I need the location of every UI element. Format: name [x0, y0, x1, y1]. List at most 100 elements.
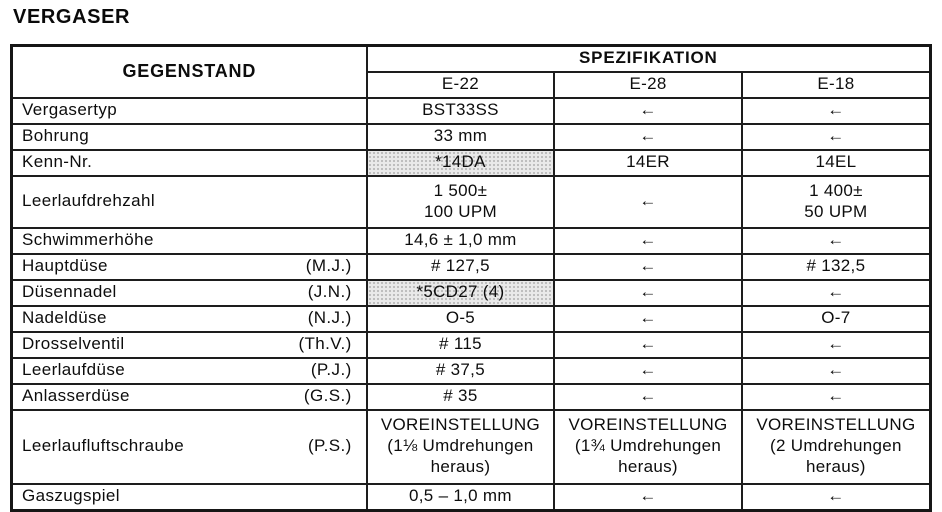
- spec-value: # 127,5: [365, 252, 556, 281]
- item-wrap: Hauptdüse (M.J.): [13, 255, 366, 279]
- same-as-left-arrow: ←: [553, 226, 743, 255]
- item-wrap: Drosselventil (Th.V.): [13, 333, 366, 357]
- item-wrap: Schwimmerhöhe: [13, 229, 366, 253]
- spec-value: 0,5 – 1,0 mm: [365, 482, 556, 511]
- item-wrap: Kenn-Nr.: [13, 151, 366, 175]
- same-as-left-arrow: ←: [553, 304, 743, 333]
- item-wrap: Leerlaufdüse (P.J.): [13, 359, 366, 383]
- item-cell: Bohrung: [10, 122, 368, 151]
- spec-value: 14,6 ± 1,0 mm: [365, 226, 556, 255]
- spec-value: 33 mm: [365, 122, 556, 151]
- item-cell: Hauptdüse (M.J.): [10, 252, 368, 281]
- table-row: Düsennadel (J.N.) *5CD27 (4) ← ←: [10, 278, 932, 307]
- spec-value: 1 500± 100 UPM: [365, 174, 556, 229]
- column-header-e18: E-18: [740, 70, 932, 99]
- spec-value: O-5: [365, 304, 556, 333]
- item-label: Kenn-Nr.: [22, 152, 93, 172]
- item-abbreviation: (M.J.): [305, 256, 352, 276]
- item-abbreviation: (G.S.): [303, 386, 352, 406]
- table-row: Leerlaufdüse (P.J.) # 37,5 ← ←: [10, 356, 932, 385]
- item-label: Anlasserdüse: [22, 386, 130, 406]
- spec-value: # 37,5: [365, 356, 556, 385]
- table-row: Bohrung 33 mm ← ←: [10, 122, 932, 151]
- spec-value: VOREINSTELLUNG (1¾ Umdrehungen heraus): [553, 408, 743, 485]
- item-cell: Kenn-Nr.: [10, 148, 368, 177]
- same-as-left-arrow: ←: [553, 122, 743, 151]
- spec-value: VOREINSTELLUNG (1⅛ Umdrehungen heraus): [365, 408, 556, 485]
- same-as-left-arrow: ←: [553, 482, 743, 511]
- spec-value: BST33SS: [365, 96, 556, 125]
- same-as-left-arrow: ←: [553, 96, 743, 125]
- item-wrap: Anlasserdüse (G.S.): [13, 385, 366, 409]
- item-cell: Gaszugspiel: [10, 482, 368, 511]
- table-row: Kenn-Nr. *14DA 14ER 14EL: [10, 148, 932, 177]
- item-wrap: Leerlaufluftschraube (P.S.): [13, 435, 366, 459]
- item-cell: Leerlaufdüse (P.J.): [10, 356, 368, 385]
- item-label: Gaszugspiel: [22, 486, 120, 506]
- item-abbreviation: (Th.V.): [298, 334, 352, 354]
- table-row: Hauptdüse (M.J.) # 127,5 ← # 132,5: [10, 252, 932, 281]
- item-cell: Drosselventil (Th.V.): [10, 330, 368, 359]
- table-row: Leerlaufluftschraube (P.S.) VOREINSTELLUNG…: [10, 408, 932, 485]
- item-label: Schwimmerhöhe: [22, 230, 154, 250]
- item-wrap: Leerlaufdrehzahl: [13, 190, 366, 214]
- spec-value: *14DA: [365, 148, 556, 177]
- same-as-left-arrow: ←: [553, 330, 743, 359]
- item-cell: Vergasertyp: [10, 96, 368, 125]
- spec-value: O-7: [740, 304, 932, 333]
- item-label: Drosselventil: [22, 334, 125, 354]
- item-cell: Leerlaufdrehzahl: [10, 174, 368, 229]
- spec-value: 14EL: [740, 148, 932, 177]
- item-wrap: Bohrung: [13, 125, 366, 149]
- item-label: Leerlaufdrehzahl: [22, 191, 156, 211]
- page-title: VERGASER: [13, 6, 131, 28]
- same-as-left-arrow: ←: [740, 278, 932, 307]
- table-header: GEGENSTAND SPEZIFIKATION E-22 E-28 E-18: [10, 44, 932, 99]
- item-abbreviation: (N.J.): [307, 308, 352, 328]
- item-cell: Düsennadel (J.N.): [10, 278, 368, 307]
- same-as-left-arrow: ←: [553, 252, 743, 281]
- spec-value: *5CD27 (4): [365, 278, 556, 307]
- table-row: Nadeldüse (N.J.) O-5 ← O-7: [10, 304, 932, 333]
- item-wrap: Düsennadel (J.N.): [13, 281, 366, 305]
- same-as-left-arrow: ←: [553, 356, 743, 385]
- spec-value: # 35: [365, 382, 556, 411]
- same-as-left-arrow: ←: [740, 122, 932, 151]
- item-label: Leerlaufdüse: [22, 360, 126, 380]
- header-row-models: E-22 E-28 E-18: [12, 70, 932, 99]
- item-label: Hauptdüse: [22, 256, 108, 276]
- table-row: Gaszugspiel 0,5 – 1,0 mm ← ←: [10, 482, 932, 511]
- same-as-left-arrow: ←: [740, 96, 932, 125]
- table-body: Vergasertyp BST33SS ← ← Bohrung 33 mm ← ← Kenn-N…: [10, 96, 932, 511]
- item-label: Nadeldüse: [22, 308, 107, 328]
- same-as-left-arrow: ←: [553, 382, 743, 411]
- same-as-left-arrow: ←: [740, 356, 932, 385]
- same-as-left-arrow: ←: [740, 482, 932, 511]
- item-cell: Leerlaufluftschraube (P.S.): [10, 408, 368, 485]
- same-as-left-arrow: ←: [553, 278, 743, 307]
- header-row-top: GEGENSTAND SPEZIFIKATION: [10, 44, 932, 99]
- column-header-spezifikation: SPEZIFIKATION: [365, 44, 932, 73]
- table-row: Drosselventil (Th.V.) # 115 ← ←: [10, 330, 932, 359]
- item-wrap: Nadeldüse (N.J.): [13, 307, 366, 331]
- carburetor-spec-table: GEGENSTAND SPEZIFIKATION E-22 E-28 E-18 …: [10, 44, 932, 512]
- item-wrap: Vergasertyp: [13, 99, 366, 123]
- same-as-left-arrow: ←: [740, 226, 932, 255]
- item-cell: Nadeldüse (N.J.): [10, 304, 368, 333]
- item-abbreviation: (P.J.): [310, 360, 352, 380]
- item-abbreviation: (J.N.): [307, 282, 352, 302]
- table-row: Leerlaufdrehzahl 1 500± 100 UPM ← 1 400± 50…: [10, 174, 932, 229]
- item-cell: Anlasserdüse (G.S.): [10, 382, 368, 411]
- column-header-e22: E-22: [365, 70, 556, 99]
- spec-value: VOREINSTELLUNG (2 Umdrehungen heraus): [740, 408, 932, 485]
- same-as-left-arrow: ←: [553, 174, 743, 229]
- item-label: Bohrung: [22, 126, 90, 146]
- item-label: Düsennadel: [22, 282, 117, 302]
- same-as-left-arrow: ←: [740, 330, 932, 359]
- column-header-e28: E-28: [553, 70, 743, 99]
- item-label: Vergasertyp: [22, 100, 118, 120]
- spec-value: 14ER: [553, 148, 743, 177]
- item-label: Leerlaufluftschraube: [22, 436, 185, 456]
- same-as-left-arrow: ←: [740, 382, 932, 411]
